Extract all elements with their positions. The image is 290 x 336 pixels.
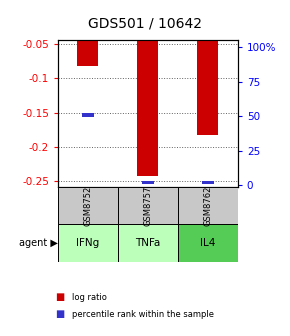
Bar	[202, 180, 214, 184]
Bar	[77, 40, 98, 66]
Bar	[178, 224, 238, 262]
Text: IFNg: IFNg	[76, 238, 99, 248]
Bar	[82, 113, 94, 117]
Text: log ratio: log ratio	[72, 293, 107, 302]
Bar	[118, 224, 178, 262]
Text: percentile rank within the sample: percentile rank within the sample	[72, 310, 215, 319]
Bar	[178, 187, 238, 224]
Text: TNFa: TNFa	[135, 238, 161, 248]
Bar	[58, 187, 118, 224]
Bar	[118, 187, 178, 224]
Bar	[137, 40, 158, 176]
Text: IL4: IL4	[200, 238, 215, 248]
Text: ■: ■	[55, 292, 64, 302]
Text: GSM8762: GSM8762	[203, 185, 212, 226]
Bar	[142, 180, 154, 184]
Text: GSM8757: GSM8757	[143, 185, 153, 226]
Bar	[58, 224, 118, 262]
Text: ■: ■	[55, 309, 64, 319]
Text: GSM8752: GSM8752	[84, 185, 93, 226]
Text: GDS501 / 10642: GDS501 / 10642	[88, 16, 202, 30]
Text: agent ▶: agent ▶	[19, 238, 58, 248]
Bar	[197, 40, 218, 135]
